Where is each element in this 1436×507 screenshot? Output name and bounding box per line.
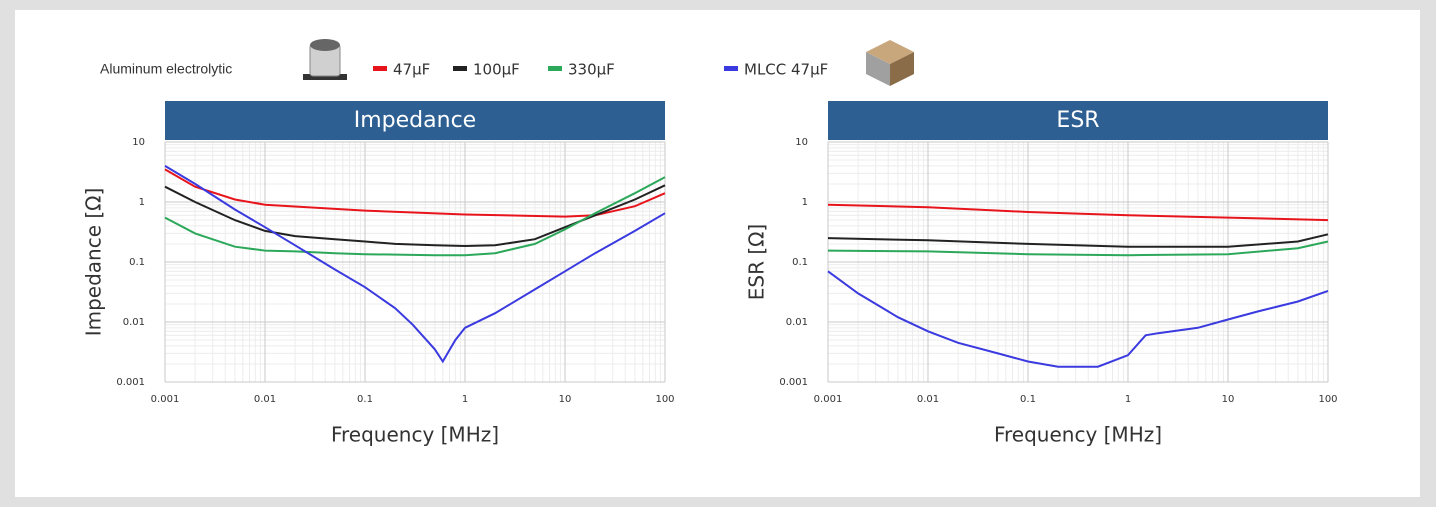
chart-title: Impedance [354,108,476,133]
y-tick-label: 10 [132,137,145,148]
x-tick-label: 0.001 [151,394,180,405]
y-tick-label: 0.1 [792,257,808,268]
x-tick-label: 100 [1318,394,1337,405]
legend-swatch [724,66,738,71]
x-tick-label: 1 [462,394,468,405]
x-tick-label: 0.01 [254,394,276,405]
x-tick-label: 0.001 [814,394,843,405]
x-tick-label: 0.1 [357,394,373,405]
legend-title: Aluminum electrolytic [100,61,232,77]
legend-label: 330μF [568,61,615,79]
legend-label: MLCC 47μF [744,61,828,79]
figure: Aluminum electrolytic 47μF 100μF 330μF MLCC… [0,0,1436,507]
y-tick-label: 10 [795,137,808,148]
y-axis-label: ESR [Ω] [745,224,769,300]
x-tick-label: 10 [1222,394,1235,405]
legend-swatch [373,66,387,71]
y-tick-label: 0.1 [129,257,145,268]
legend-label: 47μF [393,61,430,79]
chart-title: ESR [1056,108,1099,133]
legend-label: 100μF [473,61,520,79]
y-tick-label: 0.001 [116,377,145,388]
x-tick-label: 0.1 [1020,394,1036,405]
y-axis-label: Impedance [Ω] [82,188,106,337]
x-tick-label: 1 [1125,394,1131,405]
y-tick-label: 0.001 [779,377,808,388]
y-tick-label: 1 [139,197,145,208]
x-axis-label: Frequency [MHz] [331,423,499,447]
legend-swatch [548,66,562,71]
x-tick-label: 10 [559,394,572,405]
legend-swatch [453,66,467,71]
y-tick-label: 1 [802,197,808,208]
x-tick-label: 100 [655,394,674,405]
x-axis-label: Frequency [MHz] [994,423,1162,447]
y-tick-label: 0.01 [786,317,808,328]
y-tick-label: 0.01 [123,317,145,328]
x-tick-label: 0.01 [917,394,939,405]
